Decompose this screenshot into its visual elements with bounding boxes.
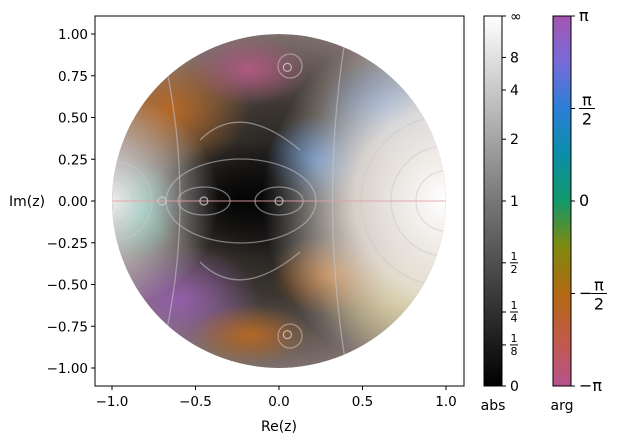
- y-axis-label: Im(z): [9, 194, 45, 210]
- x-tick-label: −0.5: [179, 394, 212, 410]
- y-tick-label: 0.50: [58, 111, 88, 127]
- colorbar-tick-label: 0: [510, 379, 519, 395]
- colorbar-tick-label: 2: [582, 110, 592, 129]
- colorbar-tick-label: 8: [510, 50, 519, 66]
- y-axis-ticks: 1.00 0.75 0.50 0.25 0.00 −0.25 −0.50 −0.75 −1.00: [47, 27, 95, 377]
- y-tick-label: −0.75: [47, 319, 88, 335]
- colorbar-tick-label: 1: [510, 194, 519, 210]
- abs-colorbar: [483, 15, 503, 387]
- zero-marker: [274, 196, 284, 206]
- colorbar-tick-label: π: [594, 276, 604, 295]
- x-tick-label: 0.0: [268, 394, 289, 410]
- colorbar-tick-label: 1: [511, 332, 518, 345]
- arg-colorbar: [552, 15, 572, 387]
- y-tick-label: −0.25: [47, 236, 88, 252]
- colorbar-tick-label: 2: [511, 263, 518, 276]
- y-tick-label: −1.00: [47, 361, 88, 377]
- x-tick-label: −1.0: [96, 394, 129, 410]
- colorbar-tick-label: 1: [511, 299, 518, 312]
- colorbar-tick-label: π: [579, 6, 589, 25]
- colorbar-tick-label: 8: [511, 345, 518, 358]
- colorbar-tick-label: 4: [510, 83, 519, 99]
- x-tick-label: 0.5: [352, 394, 373, 410]
- x-axis-label: Re(z): [261, 419, 297, 435]
- arg-colorbar-label: arg: [551, 398, 574, 414]
- colorbar-tick-label: 2: [510, 132, 519, 148]
- colorbar-tick-label: 0: [579, 191, 589, 210]
- x-axis-ticks: −1.0 −0.5 0.0 0.5 1.0: [96, 386, 457, 410]
- abs-colorbar-label: abs: [481, 398, 506, 414]
- colorbar-tick-label: 2: [594, 295, 604, 314]
- zero-markers: [157, 62, 292, 340]
- y-tick-label: 1.00: [58, 27, 88, 43]
- colorbar-tick-label: −: [579, 284, 592, 303]
- y-tick-label: 0.25: [58, 152, 88, 168]
- zero-marker: [282, 330, 292, 340]
- zero-marker: [157, 196, 167, 206]
- colorbar-tick-label: 1: [511, 250, 518, 263]
- colorbar-tick-label: π: [582, 91, 592, 110]
- zero-marker: [199, 196, 209, 206]
- x-tick-label: 1.0: [435, 394, 456, 410]
- y-tick-label: −0.50: [47, 278, 88, 294]
- colorbar-tick-label: −π: [579, 376, 602, 395]
- zero-marker: [282, 62, 292, 73]
- y-tick-label: 0.00: [58, 194, 88, 210]
- colorbar-tick-label: 4: [511, 312, 518, 325]
- y-tick-label: 0.75: [58, 69, 88, 85]
- colorbar-tick-label: ∞: [510, 9, 522, 25]
